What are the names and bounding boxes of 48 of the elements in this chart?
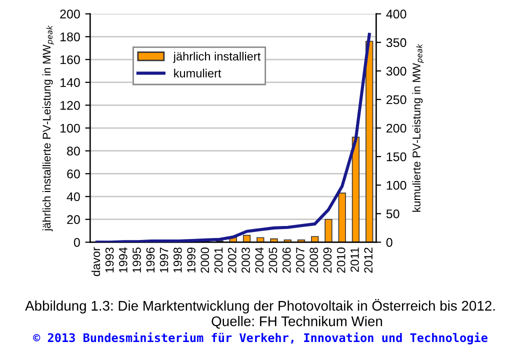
legend-label: jährlich installiert xyxy=(173,52,261,63)
y-tick-label: 200 xyxy=(60,10,80,18)
y2-tick-label: 50 xyxy=(386,209,400,218)
x-tick-label: 1998 xyxy=(173,248,182,272)
y-tick-label: 0 xyxy=(74,238,80,247)
x-tick-label: 2012 xyxy=(364,248,373,273)
y2-axis-title: kumulierte PV-Leistung in MW$_{peak}$ xyxy=(412,44,424,212)
y-tick-label: 180 xyxy=(60,32,80,42)
x-tick-label: 2004 xyxy=(255,247,264,273)
x-tick-label: 2007 xyxy=(296,248,304,273)
y2-tick-label: 250 xyxy=(386,95,406,104)
y2-tick-label: 150 xyxy=(386,152,406,162)
x-tick-label: 2010 xyxy=(336,248,346,273)
x-tick-label: 2006 xyxy=(282,248,291,273)
y2-tick-label: 100 xyxy=(386,180,406,190)
x-tick-label: 1997 xyxy=(160,248,168,272)
y-tick-label: 140 xyxy=(60,78,80,87)
y-tick-label: 100 xyxy=(60,124,80,133)
y-tick-label: 120 xyxy=(60,100,80,110)
x-tick-label: 2009 xyxy=(323,248,332,273)
legend-label: kumuliert xyxy=(174,68,222,78)
x-tick-label: 1993 xyxy=(105,248,114,272)
x-tick-label: davor xyxy=(91,247,100,276)
x-tick-label: 1999 xyxy=(187,248,196,272)
source-note: Quelle: FH Technikum Wien xyxy=(212,316,382,329)
y2-tick-label: 200 xyxy=(386,124,406,133)
x-tick-label: 2008 xyxy=(310,248,318,273)
y-tick-label: 40 xyxy=(66,192,80,202)
y2-tick-label: 0 xyxy=(386,238,392,247)
y-tick-label: 80 xyxy=(67,146,80,156)
x-tick-label: 2001 xyxy=(214,248,223,273)
y-tick-label: 60 xyxy=(67,169,80,178)
x-tick-label: 2005 xyxy=(268,248,278,273)
y-axis-title: jährlich installierte PV-Leistung in MW$_{peak}$ xyxy=(42,25,54,232)
y-tick-label: 160 xyxy=(60,55,80,64)
text: Abbildung 1.3: Die Marktentwicklung der Photovoltaik in Österreich bis 2012. xyxy=(25,298,495,314)
x-tick-label: 1996 xyxy=(146,248,155,272)
x-tick-label: 1994 xyxy=(118,247,128,272)
y2-tick-label: 350 xyxy=(386,38,406,48)
x-tick-label: 2002 xyxy=(228,248,236,273)
x-tick-label: 2011 xyxy=(350,248,359,272)
y2-tick-label: 400 xyxy=(386,10,406,18)
x-tick-label: 1995 xyxy=(132,248,141,272)
x-tick-label: 2000 xyxy=(200,248,210,273)
y2-tick-label: 300 xyxy=(386,66,406,76)
x-tick-label: 2003 xyxy=(242,248,250,273)
text: © 2013 Bundesministerium für Verkehr, Innovation und Technologie xyxy=(33,332,488,344)
y-tick-label: 20 xyxy=(67,215,80,224)
